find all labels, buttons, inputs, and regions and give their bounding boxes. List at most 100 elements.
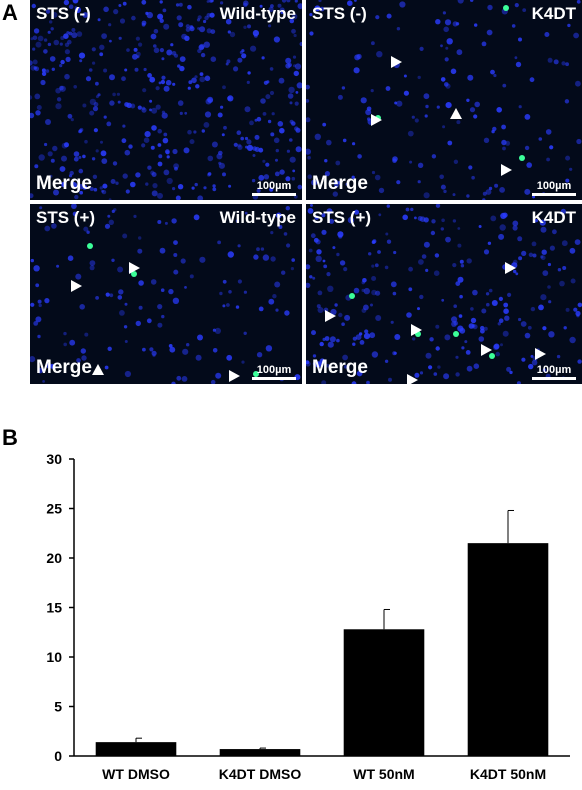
nucleus-dot [393, 250, 397, 255]
nucleus-dot [275, 148, 279, 153]
nucleus-dot [161, 57, 165, 61]
nucleus-dot [456, 49, 463, 56]
nucleus-dot [268, 6, 274, 12]
nucleus-dot [473, 114, 478, 119]
nucleus-dot [504, 315, 510, 321]
nucleus-dot [337, 180, 342, 185]
condition-label: STS (+) [312, 208, 372, 227]
nucleus-dot [44, 298, 50, 304]
nucleus-dot [185, 27, 191, 32]
nucleus-dot [83, 226, 89, 232]
nucleus-dot [325, 363, 330, 368]
nucleus-dot [144, 131, 151, 138]
nucleus-dot [186, 343, 190, 347]
nucleus-dot [187, 4, 192, 10]
nucleus-dot [285, 63, 291, 69]
nucleus-dot [55, 103, 62, 110]
nucleus-dot [33, 265, 40, 272]
nucleus-dot [73, 156, 79, 162]
arrowhead-marker [92, 364, 104, 375]
micrograph-image [30, 0, 302, 200]
nucleus-dot [293, 64, 296, 68]
nucleus-dot [352, 342, 356, 346]
nucleus-dot [526, 162, 532, 168]
nucleus-dot [177, 64, 181, 68]
nucleus-dot [540, 255, 546, 261]
nucleus-dot [565, 62, 569, 67]
nucleus-dot [30, 258, 34, 263]
nucleus-dot [291, 258, 296, 262]
nucleus-dot [197, 334, 203, 341]
nucleus-dot [275, 212, 282, 219]
nucleus-dot [336, 338, 340, 343]
nucleus-dot [203, 186, 207, 190]
nucleus-dot [284, 310, 290, 316]
nucleus-dot [30, 60, 33, 66]
nucleus-dot [487, 241, 492, 245]
nucleus-dot [338, 234, 343, 239]
nucleus-dot [207, 98, 213, 104]
nucleus-dot [334, 179, 339, 185]
nucleus-dot [206, 28, 212, 34]
nucleus-dot [323, 264, 328, 269]
nucleus-dot [306, 148, 311, 155]
nucleus-dot [486, 302, 490, 307]
nucleus-dot [319, 6, 325, 12]
nucleus-dot [371, 264, 375, 268]
nucleus-dot [444, 82, 449, 87]
nucleus-dot [309, 275, 313, 279]
nucleus-dot [501, 124, 506, 130]
nucleus-dot [292, 169, 296, 173]
nucleus-dot [53, 189, 59, 196]
genotype-label: K4DT [531, 4, 576, 23]
nucleus-dot [44, 225, 51, 232]
nucleus-dot [306, 360, 310, 365]
nucleus-dot [406, 312, 412, 318]
nucleus-dot [64, 142, 69, 148]
scale-bar: 100µm [252, 364, 296, 380]
nucleus-dot [562, 266, 567, 270]
nucleus-dot [229, 31, 236, 38]
nucleus-dot [542, 326, 547, 331]
nucleus-dot [175, 195, 181, 200]
nucleus-dot [390, 320, 394, 324]
nucleus-dot [491, 129, 495, 134]
nucleus-dot [170, 43, 174, 47]
nucleus-dot [433, 270, 440, 276]
nucleus-dot [485, 292, 490, 296]
nucleus-dot [480, 325, 485, 331]
nucleus-dot [493, 73, 497, 78]
nucleus-dot [339, 260, 346, 266]
nucleus-dot [166, 49, 173, 56]
nucleus-dot [317, 290, 323, 296]
nucleus-dot [39, 206, 43, 210]
nucleus-dot [68, 174, 73, 178]
nucleus-dot [163, 23, 170, 30]
nucleus-dot [497, 322, 501, 326]
nucleus-dot [201, 129, 205, 133]
nucleus-dot [435, 204, 441, 208]
nucleus-dot [141, 0, 147, 5]
nucleus-dot [490, 69, 495, 75]
nucleus-dot [565, 178, 570, 183]
nucleus-dot [126, 48, 130, 52]
nucleus-dot [243, 331, 247, 335]
nucleus-dot [384, 359, 389, 363]
nucleus-dot [549, 145, 554, 150]
nucleus-dot [549, 245, 555, 251]
nucleus-dot [399, 1, 406, 8]
nucleus-dot [574, 239, 581, 245]
nucleus-dot [513, 269, 517, 274]
nucleus-dot [38, 303, 42, 308]
nucleus-dot [51, 223, 57, 229]
nucleus-dot [532, 253, 537, 258]
nucleus-dot [149, 76, 156, 83]
nucleus-dot [31, 3, 36, 9]
nucleus-dot [384, 265, 389, 270]
nucleus-dot [499, 187, 505, 193]
nucleus-dot [151, 350, 157, 356]
nucleus-dot [78, 52, 86, 59]
nucleus-dot [378, 187, 385, 194]
merge-label: Merge [36, 357, 92, 378]
nucleus-dot [429, 337, 434, 342]
